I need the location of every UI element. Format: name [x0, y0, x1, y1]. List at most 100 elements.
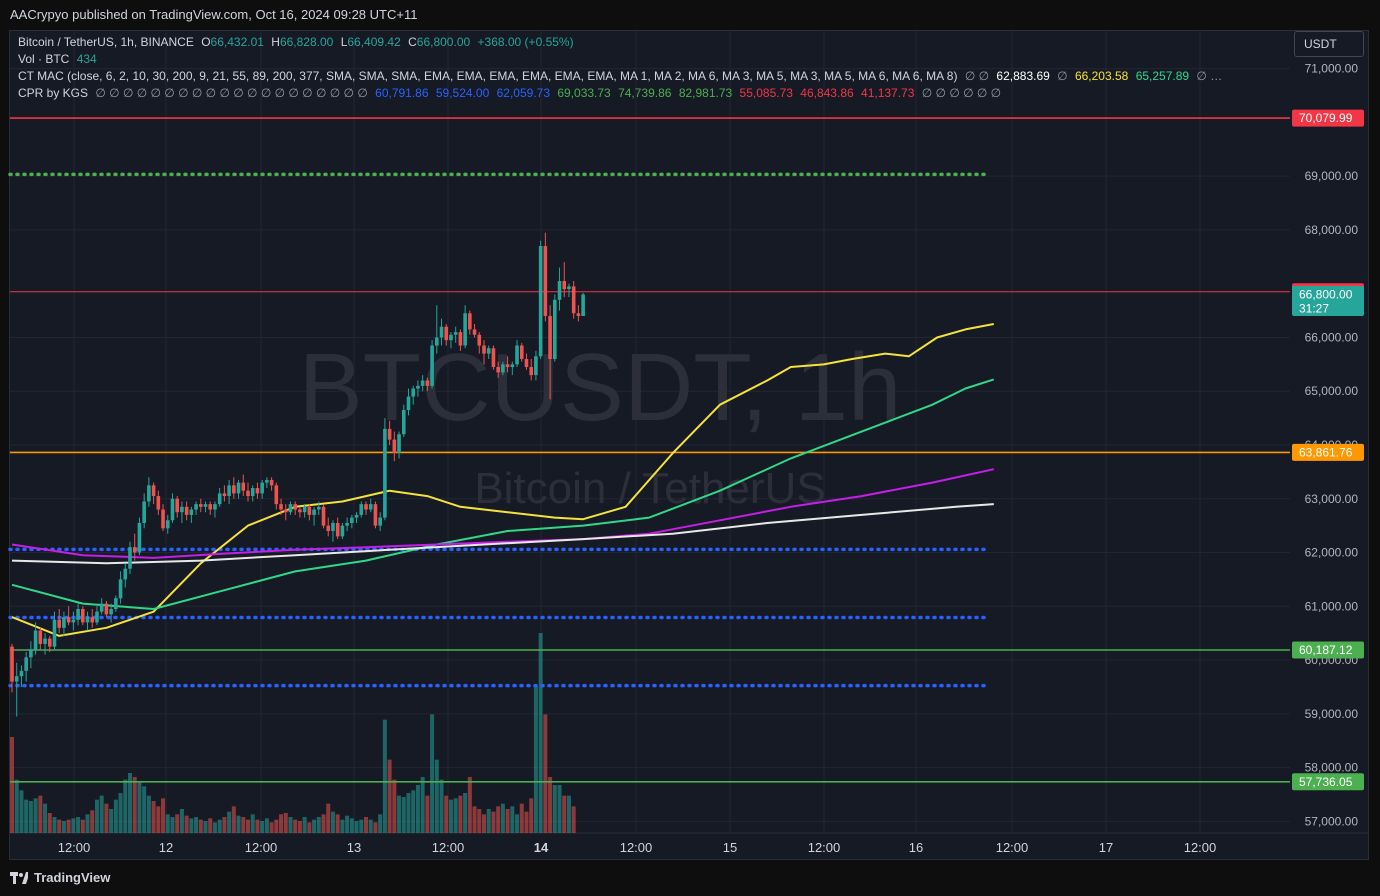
volume-bar [194, 817, 199, 833]
y-tick-label: 65,000.00 [1305, 384, 1359, 398]
volume-bar [109, 809, 114, 833]
candle-body [543, 246, 548, 316]
candle [468, 310, 472, 335]
volume-bar [467, 777, 472, 833]
cpr-empty-post: ∅ ∅ ∅ ∅ ∅ ∅ [921, 86, 1002, 100]
price-tag-box [1292, 443, 1364, 461]
volume-bar [217, 819, 222, 833]
price-tag-box [1292, 641, 1364, 659]
candle [302, 504, 307, 518]
candle-body [383, 428, 387, 518]
candle-body [293, 504, 297, 510]
candle-body [326, 525, 331, 532]
candle-body [43, 638, 47, 644]
candle-body [482, 345, 486, 354]
candle-body [321, 506, 326, 526]
volume-bar [123, 779, 128, 833]
volume-bar [170, 817, 175, 833]
candle-body [29, 649, 33, 658]
volume-bar [250, 814, 255, 833]
candle-body [571, 286, 576, 314]
legend-symbol-row[interactable]: Bitcoin / TetherUS, 1h, BINANCE O66,432.… [18, 35, 578, 49]
candle [350, 514, 354, 529]
candle [260, 479, 264, 499]
candle [227, 479, 231, 505]
volume-bar [368, 819, 373, 833]
volume-bar [482, 814, 486, 833]
candle [118, 571, 123, 604]
candle [515, 340, 519, 368]
candle-body [444, 326, 449, 341]
volume-bar [548, 777, 553, 833]
candle [52, 611, 57, 650]
volume-bar [61, 821, 66, 833]
volume-bar [524, 811, 529, 833]
volume-bar [104, 803, 109, 833]
price-tag-text: 57,736.05 [1299, 775, 1353, 789]
candle [189, 506, 194, 523]
candle-body [213, 504, 217, 510]
candle [345, 517, 349, 532]
candles [10, 232, 585, 717]
candle-body [562, 281, 567, 290]
volume-bar [146, 795, 151, 833]
candle-body [548, 315, 552, 359]
candle-body [331, 522, 335, 532]
candle [548, 305, 552, 400]
volume-bar [236, 815, 241, 833]
candle-body [217, 493, 222, 505]
candle [199, 498, 203, 513]
legend-mac-row[interactable]: CT MAC (close, 6, 2, 10, 30, 200, 9, 21,… [18, 69, 1226, 83]
legend-cpr-row[interactable]: CPR by KGS ∅ ∅ ∅ ∅ ∅ ∅ ∅ ∅ ∅ ∅ ∅ ∅ ∅ ∅ ∅… [18, 86, 1005, 100]
candle-body [232, 485, 236, 494]
volume-bar [274, 819, 279, 833]
candle [203, 501, 208, 513]
y-tick-label: 68,000.00 [1305, 223, 1359, 237]
currency-selector[interactable]: USDT [1294, 31, 1364, 57]
candle [430, 340, 434, 389]
volume-bar [203, 821, 208, 833]
candle-body [246, 490, 250, 497]
volume-bar [510, 806, 515, 833]
volume-bar [406, 793, 411, 833]
volume-bar [43, 803, 48, 833]
legend-volume-row[interactable]: Vol · BTC 434 [18, 52, 101, 66]
volume-bar [326, 803, 331, 833]
volume-bar [312, 819, 317, 833]
watermark-symbol: BTCUSDT, 1h [299, 334, 902, 441]
candle-body [175, 498, 179, 513]
candle [246, 482, 250, 502]
candle [279, 498, 283, 515]
candle [213, 501, 217, 518]
volume-bar [71, 818, 76, 833]
x-tick-label: 12:00 [996, 840, 1029, 855]
candle [236, 479, 241, 499]
open-label: O [201, 35, 211, 49]
candle-body [364, 504, 368, 510]
candle-body [208, 504, 213, 510]
y-tick-label: 58,000.00 [1305, 761, 1359, 775]
candle-body [529, 367, 533, 376]
candle-body [95, 611, 99, 623]
candle-body [477, 334, 482, 346]
candle [123, 563, 128, 588]
candle-body [538, 246, 543, 357]
candle-body [62, 617, 66, 628]
candle-body [118, 579, 123, 599]
volume-bar [307, 822, 312, 833]
volume-bar [552, 785, 557, 833]
volume-bar [151, 801, 156, 833]
volume-bar [491, 811, 496, 833]
x-tick-label: 17 [1099, 840, 1113, 855]
candle [283, 504, 288, 521]
mac-value-3: 65,257.89 [1135, 69, 1190, 83]
candle [293, 501, 297, 515]
candle-body [534, 356, 538, 376]
footer-brand[interactable]: TradingView [10, 870, 110, 885]
volume-bar [529, 798, 534, 833]
volume-bar [430, 714, 435, 833]
volume-bar [128, 773, 132, 833]
cpr-value-5: 74,739.86 [618, 86, 672, 100]
price-tag-box [1292, 773, 1364, 791]
